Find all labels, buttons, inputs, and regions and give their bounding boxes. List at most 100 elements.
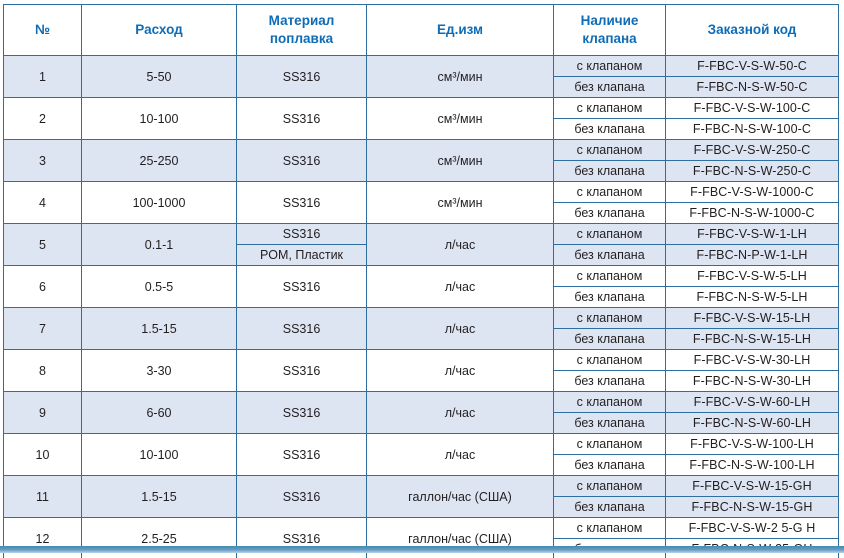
cell-order-code: F-FBC-N-S-W-100-C	[665, 118, 839, 140]
cell-material: SS316	[236, 475, 367, 518]
table-row: 2 10-100 SS316 см³/мин с клапаном F-FBC-…	[3, 97, 839, 140]
cell-order-code: F-FBC-N-S-W-15-GH	[665, 496, 839, 518]
cell-num: 4	[3, 181, 82, 224]
cell-valve: без клапана	[553, 412, 666, 434]
cell-valve: без клапана	[553, 244, 666, 266]
cell-valve: без клапана	[553, 496, 666, 518]
cell-order-code: F-FBC-N-S-W-50-C	[665, 76, 839, 98]
cell-order-code: F-FBC-N-P-W-1-LH	[665, 244, 839, 266]
cell-valve: без клапана	[553, 76, 666, 98]
cell-valve: с клапаном	[553, 223, 666, 245]
cell-unit: л/час	[366, 223, 554, 266]
table-row: 3 25-250 SS316 см³/мин с клапаном F-FBC-…	[3, 139, 839, 182]
col-header-num: №	[3, 4, 82, 56]
cell-flow: 6-60	[81, 391, 237, 434]
table-row: 4 100-1000 SS316 см³/мин с клапаном F-FB…	[3, 181, 839, 224]
cell-material: SS316	[236, 433, 367, 476]
cell-unit: галлон/час (США)	[366, 475, 554, 518]
cell-valve: без клапана	[553, 286, 666, 308]
cell-num: 7	[3, 307, 82, 350]
header-row: № Расход Материал поплавка Ед.изм Наличи…	[3, 4, 839, 56]
cell-unit: см³/мин	[366, 97, 554, 140]
cell-order-code: F-FBC-V-S-W-100-LH	[665, 433, 839, 455]
cell-order-code: F-FBC-V-S-W-30-LH	[665, 349, 839, 371]
cell-material: SS316	[236, 55, 367, 98]
cell-order-code: F-FBC-V-S-W-2 5-G H	[665, 517, 839, 539]
cell-order-code: F-FBC-V-S-W-1-LH	[665, 223, 839, 245]
cell-valve: с клапаном	[553, 265, 666, 287]
table-subrow: POM, Пластик без клапана F-FBC-N-P-W-1-L…	[4, 244, 839, 266]
cell-flow: 0.5-5	[81, 265, 237, 308]
cell-order-code: F-FBC-N-S-W-1000-C	[665, 202, 839, 224]
cell-valve: без клапана	[553, 118, 666, 140]
cell-order-code: F-FBC-V-S-W-15-LH	[665, 307, 839, 329]
col-header-order-code: Заказной код	[665, 4, 839, 56]
table-subrow: без клапана F-FBC-N-S-W-250-C	[4, 160, 839, 182]
table-subrow: без клапана F-FBC-N-S-W-100-C	[4, 118, 839, 140]
table-subrow: без клапана F-FBC-N-S-W-5-LH	[4, 286, 839, 308]
cell-material: POM, Пластик	[236, 244, 367, 266]
cell-order-code: F-FBC-V-S-W-50-C	[665, 55, 839, 77]
cell-valve: без клапана	[553, 454, 666, 476]
cell-flow: 3-30	[81, 349, 237, 392]
cell-valve: без клапана	[553, 202, 666, 224]
table-subrow: без клапана F-FBC-N-S-W-60-LH	[4, 412, 839, 434]
cell-valve: с клапаном	[553, 181, 666, 203]
cell-flow: 1.5-15	[81, 307, 237, 350]
cell-flow: 25-250	[81, 139, 237, 182]
cell-valve: с клапаном	[553, 517, 666, 539]
cell-valve: с клапаном	[553, 391, 666, 413]
col-header-float-material: Материал поплавка	[236, 4, 367, 56]
table-row: 8 3-30 SS316 л/час с клапаном F-FBC-V-S-…	[3, 349, 839, 392]
flowmeter-spec-table: № Расход Материал поплавка Ед.изм Наличи…	[3, 4, 839, 558]
cell-flow: 0.1-1	[81, 223, 237, 266]
cell-num: 8	[3, 349, 82, 392]
cell-material: SS316	[236, 349, 367, 392]
cell-order-code: F-FBC-N-S-W-100-LH	[665, 454, 839, 476]
table-subrow: без клапана F-FBC-N-S-W-15-LH	[4, 328, 839, 350]
col-header-valve: Наличие клапана	[553, 4, 666, 56]
table-subrow: без клапана F-FBC-N-S-W-30-LH	[4, 370, 839, 392]
cell-num: 10	[3, 433, 82, 476]
cell-num: 1	[3, 55, 82, 98]
cell-valve: без клапана	[553, 328, 666, 350]
table-row: 10 10-100 SS316 л/час с клапаном F-FBC-V…	[3, 433, 839, 476]
cell-valve: с клапаном	[553, 55, 666, 77]
cell-unit: л/час	[366, 265, 554, 308]
cell-order-code: F-FBC-V-S-W-60-LH	[665, 391, 839, 413]
table-row: 12 2.5-25 SS316 галлон/час (США) с клапа…	[3, 517, 839, 558]
cell-order-code: F-FBC-V-S-W-5-LH	[665, 265, 839, 287]
cell-order-code: F-FBC-N-S-W-15-LH	[665, 328, 839, 350]
table-row: 5 0.1-1 SS316 л/час с клапаном F-FBC-V-S…	[3, 223, 839, 266]
cell-flow: 10-100	[81, 97, 237, 140]
cell-material: SS316	[236, 265, 367, 308]
cell-material: SS316	[236, 223, 367, 245]
table-row: 7 1.5-15 SS316 л/час с клапаном F-FBC-V-…	[3, 307, 839, 350]
cell-material: SS316	[236, 307, 367, 350]
cell-flow: 1.5-15	[81, 475, 237, 518]
table-row: 11 1.5-15 SS316 галлон/час (США) с клапа…	[3, 475, 839, 518]
table-subrow: без клапана F-FBC-N-S-W-15-GH	[4, 496, 839, 518]
cell-valve: без клапана	[553, 160, 666, 182]
cell-order-code: F-FBC-V-S-W-250-C	[665, 139, 839, 161]
cell-valve: с клапаном	[553, 349, 666, 371]
cell-order-code: F-FBC-V-S-W-1000-C	[665, 181, 839, 203]
cell-valve: с клапаном	[553, 97, 666, 119]
cell-valve: с клапаном	[553, 475, 666, 497]
cell-num: 5	[3, 223, 82, 266]
page-footer-divider-bar	[0, 546, 844, 553]
cell-unit: л/час	[366, 307, 554, 350]
cell-num: 3	[3, 139, 82, 182]
table-row: 6 0.5-5 SS316 л/час с клапаном F-FBC-V-S…	[3, 265, 839, 308]
cell-order-code: F-FBC-V-S-W-15-GH	[665, 475, 839, 497]
cell-flow: 100-1000	[81, 181, 237, 224]
cell-valve: с клапаном	[553, 139, 666, 161]
cell-valve: с клапаном	[553, 433, 666, 455]
cell-order-code: F-FBC-N-S-W-30-LH	[665, 370, 839, 392]
table-row: 1 5-50 SS316 см³/мин с клапаном F-FBC-V-…	[3, 55, 839, 98]
cell-order-code: F-FBC-N-S-W-60-LH	[665, 412, 839, 434]
cell-material: SS316	[236, 97, 367, 140]
cell-unit: см³/мин	[366, 139, 554, 182]
cell-order-code: F-FBC-N-S-W-250-C	[665, 160, 839, 182]
